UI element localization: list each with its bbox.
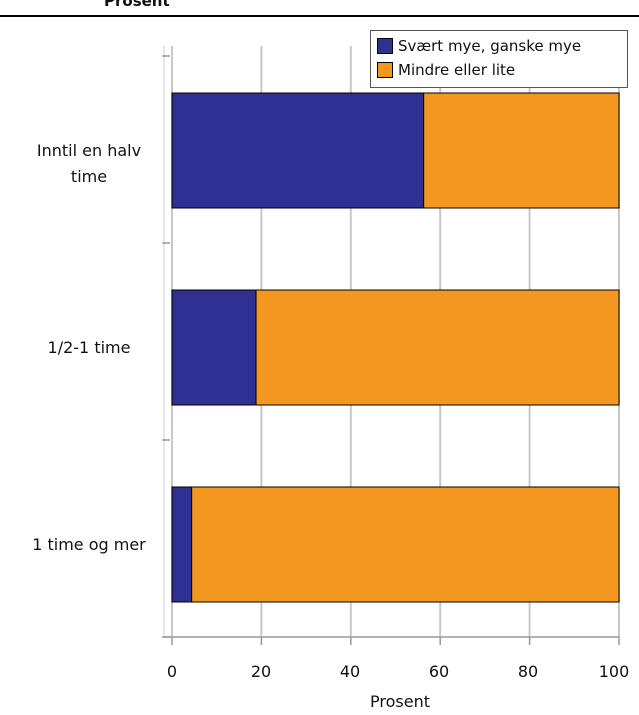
- page-title: Prosent: [104, 0, 170, 10]
- x-axis-title: Prosent: [370, 692, 430, 711]
- category-label-1: 1/2-1 time: [47, 338, 131, 357]
- x-tick-label-1: 20: [250, 662, 272, 681]
- top-divider: [0, 15, 639, 17]
- x-tick-label-3: 60: [428, 662, 450, 681]
- category-label-2: 1 time og mer: [32, 535, 146, 554]
- bar-1-0: [171, 289, 257, 406]
- legend-swatch-1: [377, 62, 393, 78]
- bar-1-1: [255, 289, 620, 406]
- legend-item-1: Mindre eller lite: [377, 61, 515, 79]
- legend-label-1: Mindre eller lite: [398, 61, 516, 79]
- x-tick-label-4: 80: [517, 662, 539, 681]
- legend-swatch-0: [377, 38, 393, 54]
- category-label-0: Inntil en halv time: [14, 138, 164, 190]
- x-tick-label-0: 0: [166, 662, 178, 681]
- bar-0-1: [423, 92, 620, 209]
- legend: Svært mye, ganske mye Mindre eller lite: [370, 30, 628, 88]
- x-tick-label-2: 40: [339, 662, 361, 681]
- bar-0-0: [171, 92, 425, 209]
- bar-2-0: [171, 486, 193, 603]
- legend-label-0: Svært mye, ganske mye: [398, 37, 582, 55]
- bar-2-1: [191, 486, 620, 603]
- legend-item-0: Svært mye, ganske mye: [377, 37, 581, 55]
- x-tick-label-5: 100: [598, 662, 630, 681]
- category-label-0-text: Inntil en halv time: [36, 141, 142, 186]
